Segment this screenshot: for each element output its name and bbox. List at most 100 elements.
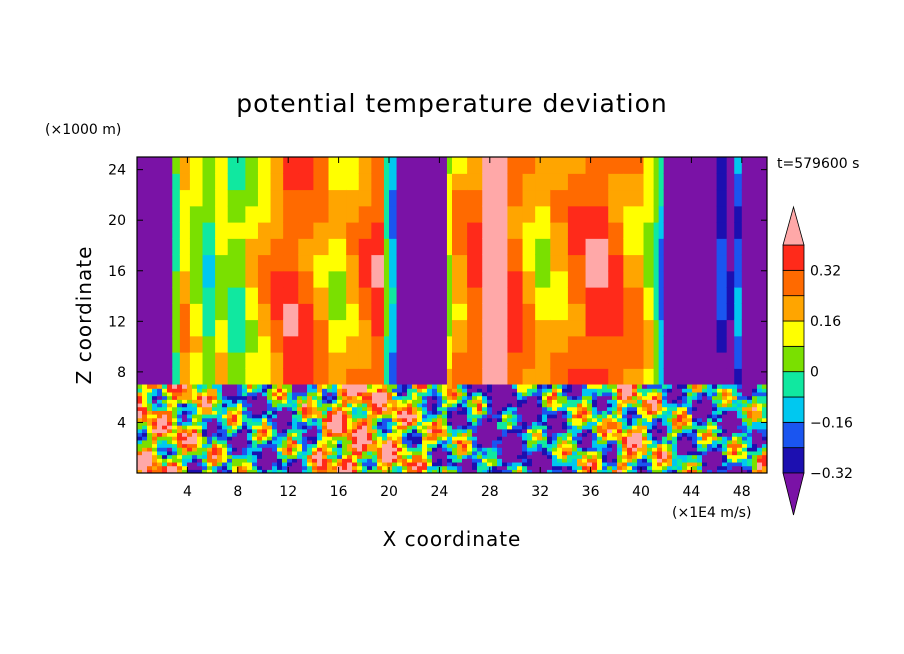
contour-cell (577, 384, 583, 389)
contour-cell (622, 391, 628, 397)
contour-cell (522, 469, 528, 473)
contour-cell (282, 469, 288, 473)
contour-cell (527, 458, 533, 463)
contour-cell (342, 391, 348, 397)
contour-cell (647, 421, 653, 426)
contour-cell (472, 469, 478, 473)
contour-cell (422, 469, 428, 473)
contour-cell (712, 436, 718, 441)
contour-cell (337, 458, 343, 463)
contour-cell (512, 461, 518, 467)
contour-cell (358, 335, 372, 353)
contour-cell (202, 368, 216, 386)
contour-cell (682, 436, 688, 441)
contour-cell (202, 439, 208, 445)
contour-cell (217, 425, 223, 430)
contour-cell (617, 447, 623, 452)
contour-cell (283, 335, 299, 353)
contour-cell (517, 384, 523, 389)
contour-cell (252, 421, 258, 426)
contour-cell (585, 270, 609, 288)
contour-cell (497, 439, 503, 445)
contour-cell (507, 391, 513, 397)
contour-cell (383, 238, 390, 256)
contour-cell (346, 254, 360, 272)
contour-cell (272, 402, 278, 408)
contour-cell (642, 428, 648, 434)
contour-cell (352, 443, 358, 448)
contour-cell (312, 450, 318, 456)
contour-cell (687, 388, 693, 393)
contour-cell (367, 428, 373, 434)
contour-cell (597, 436, 603, 441)
contour-cell (257, 428, 263, 434)
contour-cell (642, 450, 648, 456)
contour-cell (267, 447, 273, 452)
contour-cell (462, 421, 468, 426)
contour-cell (222, 384, 228, 389)
contour-cell (412, 454, 418, 459)
contour-cell (167, 399, 173, 404)
contour-cell (347, 417, 353, 422)
contour-cell (577, 410, 583, 415)
contour-cell (202, 428, 208, 434)
contour-cell (442, 436, 448, 441)
contour-cell (582, 402, 588, 408)
contour-cell (157, 388, 163, 393)
contour-cell (732, 421, 738, 426)
contour-cell (608, 222, 624, 239)
contour-cell (387, 421, 393, 426)
contour-cell (417, 436, 423, 441)
contour-cell (389, 254, 398, 272)
contour-cell (297, 406, 303, 411)
contour-cell (662, 454, 668, 459)
contour-cell (622, 450, 628, 456)
contour-cell (732, 469, 738, 473)
contour-cell (702, 461, 708, 467)
contour-cell (377, 417, 383, 422)
contour-cell (562, 443, 568, 448)
contour-cell (157, 417, 163, 422)
contour-cell (482, 443, 488, 448)
contour-cell (732, 443, 738, 448)
contour-cell (383, 254, 390, 272)
contour-cell (712, 458, 718, 463)
contour-cell (242, 454, 248, 459)
contour-cell (527, 395, 533, 400)
contour-cell (667, 417, 673, 422)
contour-cell (492, 458, 498, 463)
contour-cell (367, 395, 373, 400)
contour-cell (542, 417, 548, 422)
contour-cell (557, 436, 563, 441)
contour-cell (317, 410, 323, 415)
contour-cell (657, 384, 663, 389)
contour-cell (302, 395, 308, 400)
contour-cell (712, 406, 718, 411)
contour-cell (557, 417, 563, 422)
contour-cell (557, 406, 563, 411)
contour-cell (522, 173, 536, 191)
contour-cell (577, 439, 583, 445)
contour-cell (517, 399, 523, 404)
contour-cell (232, 439, 238, 445)
contour-cell (647, 458, 653, 463)
contour-cell (362, 432, 368, 437)
contour-cell (467, 303, 483, 321)
contour-cell (492, 443, 498, 448)
contour-cell (657, 425, 663, 430)
contour-cell (197, 447, 203, 452)
contour-cell (467, 450, 473, 456)
contour-cell (367, 465, 373, 470)
contour-cell (557, 450, 563, 456)
contour-cell (432, 399, 438, 404)
contour-cell (412, 399, 418, 404)
contour-cell (462, 399, 468, 404)
contour-cell (467, 428, 473, 434)
contour-cell (227, 447, 233, 452)
contour-cell (602, 454, 608, 459)
contour-cell (232, 402, 238, 408)
contour-cell (387, 443, 393, 448)
contour-cell (662, 469, 668, 473)
contour-cell (637, 425, 643, 430)
contour-cell (322, 443, 328, 448)
